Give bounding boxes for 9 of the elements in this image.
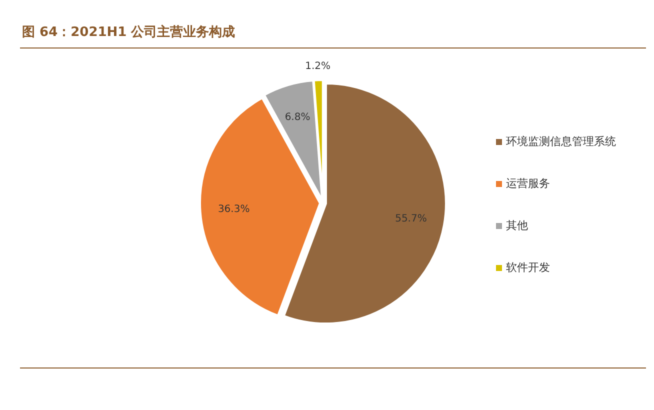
- legend-label: 其他: [506, 219, 528, 232]
- legend-label: 软件开发: [506, 261, 550, 274]
- legend-label: 环境监测信息管理系统: [506, 135, 616, 148]
- data-label: 1.2%: [305, 60, 331, 72]
- data-label: 36.3%: [218, 204, 250, 216]
- data-label: 6.8%: [284, 112, 310, 124]
- data-label: 55.7%: [395, 214, 427, 225]
- legend-label: 运营服务: [506, 177, 550, 190]
- chart-title: 图 64：2021H1 公司主营业务构成: [22, 24, 236, 40]
